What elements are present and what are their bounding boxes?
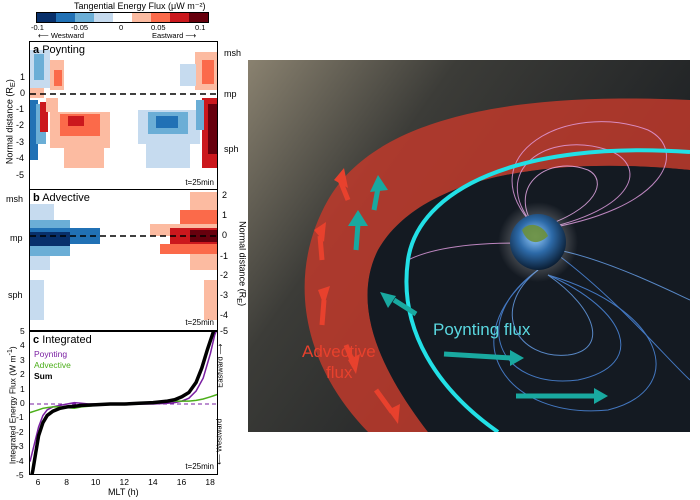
panel-b-ytick: 1	[222, 210, 228, 220]
panel-b-ytick: -1	[220, 251, 229, 261]
panel-c-ytick: -4	[16, 455, 24, 466]
panel-c-xtick: 8	[64, 477, 69, 487]
sph-label: sph	[8, 290, 23, 300]
colorbar	[36, 12, 209, 23]
panel-c-xtick: 16	[176, 477, 187, 487]
colorbar-tick: -0.1	[31, 23, 44, 32]
magnetosphere-illustration: Advective flux Poynting flux	[248, 60, 690, 432]
poynting-arrow-shafts	[353, 187, 596, 399]
advective-right-pattern	[150, 192, 217, 320]
msh-label: msh	[6, 194, 24, 204]
panel-a-ytick: 0	[20, 88, 26, 98]
earth-land	[522, 224, 548, 243]
colorbar-swatch	[56, 13, 75, 22]
panel-c-ylabel: Integrated Energy Flux (W m-1)	[5, 346, 18, 465]
panel-b-ylabel: Normal distance (RE)	[234, 221, 248, 307]
panel-a-ytick: -4	[16, 153, 25, 163]
panel-b-ytick: 0	[222, 230, 228, 240]
panel-c-xtick: 12	[119, 477, 129, 487]
westward-axis-label: ⟵ Westward	[214, 418, 224, 465]
colorbar-swatch	[75, 13, 94, 22]
panel-a-ytick: -5	[16, 170, 25, 180]
magnetosphere-art: Advective flux Poynting flux	[248, 60, 690, 432]
colorbar-swatch	[94, 13, 113, 22]
panel-c-ytick: 5	[20, 326, 25, 336]
panel-b-ytick: -5	[220, 326, 229, 336]
eastward-label: Eastward ⟶	[152, 31, 197, 40]
panel-a-ytick: -2	[16, 120, 25, 130]
panel-b-title: b Advective	[33, 192, 90, 204]
advective-flux-label-2: flux	[326, 363, 353, 382]
advective-left-pattern	[30, 204, 100, 320]
poynting-flux-label: Poynting flux	[433, 320, 531, 339]
colorbar-title: Tangential Energy Flux (μW m⁻²)	[74, 1, 206, 11]
panel-c-xtick: 10	[90, 477, 101, 487]
advective-heatmap	[30, 192, 217, 320]
colorbar-tick: -0.05	[71, 23, 89, 32]
panel-a-ytick: -3	[16, 137, 25, 147]
series-sum	[30, 332, 216, 474]
panel-b-advective: b Advective t=25min	[29, 189, 218, 331]
panel-c-integrated: c Integrated Poynting Advective Sum t=25…	[29, 331, 218, 475]
poynting-right-pattern	[138, 52, 217, 168]
sph-label: sph	[224, 144, 239, 154]
colorbar-swatch	[37, 13, 56, 22]
panel-c-ytick: 4	[20, 340, 25, 351]
panel-c-ytick: -5	[16, 470, 24, 480]
eastward-axis-label: Eastward ⟶	[215, 343, 225, 388]
legend-advective: Advective	[34, 360, 71, 370]
colorbar-swatch	[170, 13, 189, 22]
colorbar-swatch	[132, 13, 151, 22]
legend-sum: Sum	[34, 371, 53, 381]
panel-c-ytick: 3	[20, 354, 25, 365]
panel-a-ytick: -1	[16, 104, 25, 114]
poynting-left-pattern	[30, 50, 110, 168]
advective-flux-label: Advective	[302, 342, 376, 361]
panel-c-xlabel: MLT (h)	[108, 487, 139, 497]
legend-poynting: Poynting	[34, 349, 68, 359]
panel-b-ytick: 2	[222, 190, 228, 200]
westward-label: ⟵ Westward	[38, 31, 85, 40]
colorbar-tick: 0.1	[195, 23, 206, 32]
colorbar-swatch	[151, 13, 170, 22]
colorbar-tick: 0	[119, 23, 124, 32]
panel-c-xtick: 18	[205, 477, 215, 487]
magnetosheath-band	[304, 98, 690, 432]
panel-a-title: a Poynting	[33, 44, 85, 56]
magnetosphere-interior	[367, 165, 690, 432]
advective-arrow-shafts	[317, 179, 395, 414]
msh-label: msh	[224, 48, 242, 58]
panel-c-title: c Integrated	[33, 334, 92, 346]
panel-c-ytick: 1	[20, 383, 25, 394]
colorbar-swatch	[189, 13, 208, 22]
panel-c-time: t=25min	[185, 462, 214, 471]
panel-b-ytick: -4	[220, 310, 229, 320]
magnetopause-line	[404, 148, 690, 432]
poynting-arrows	[348, 175, 608, 404]
panel-a-time: t=25min	[185, 178, 214, 187]
panel-c-ytick: 0	[20, 398, 25, 408]
panel-b-ytick: -3	[220, 290, 229, 300]
poynting-heatmap	[30, 50, 217, 168]
colorbar-tick: 0.05	[151, 23, 166, 32]
mp-label: mp	[224, 89, 237, 99]
panel-a-ytick: 1	[20, 72, 26, 82]
earth-icon	[510, 214, 566, 270]
panel-c-ytick: -3	[16, 441, 24, 452]
panel-c-ytick: 2	[20, 369, 25, 380]
panel-c-ytick: -1	[16, 412, 24, 423]
panel-a-ylabel: Normal distance (RE)	[4, 79, 18, 165]
colorbar-swatch	[113, 13, 132, 22]
panel-b-ytick: -2	[220, 270, 229, 280]
panel-b-time: t=25min	[185, 318, 214, 327]
legend: Poynting Advective Sum	[34, 349, 71, 382]
panel-c-ytick: -2	[16, 426, 24, 437]
mp-label: mp	[10, 233, 23, 243]
integrated-line-chart	[30, 332, 217, 474]
panel-c-xtick: 14	[148, 477, 158, 487]
panel-c-xtick: 6	[35, 477, 41, 487]
panel-a-poynting: a Poynting t=25min	[29, 41, 218, 191]
